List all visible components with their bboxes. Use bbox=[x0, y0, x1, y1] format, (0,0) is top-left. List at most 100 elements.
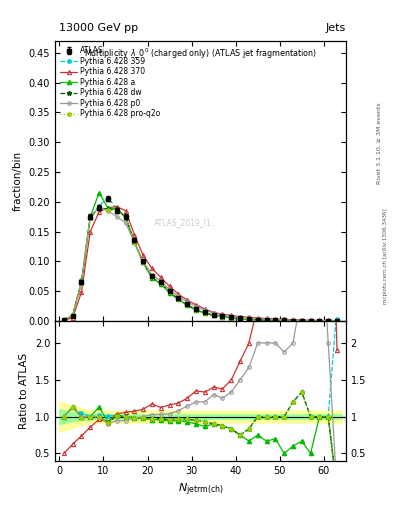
Pythia 6.428 370 bbox=[141, 252, 145, 259]
Pythia 6.428 359 bbox=[123, 214, 128, 220]
Pythia 6.428 dw bbox=[88, 215, 93, 221]
Pythia 6.428 359 bbox=[308, 317, 313, 324]
Pythia 6.428 dw bbox=[79, 279, 84, 285]
Pythia 6.428 370 bbox=[220, 311, 225, 317]
Pythia 6.428 370 bbox=[123, 207, 128, 214]
Pythia 6.428 370 bbox=[202, 306, 207, 312]
Pythia 6.428 359 bbox=[61, 316, 66, 323]
Pythia 6.428 pro-q2o bbox=[317, 318, 322, 324]
Pythia 6.428 pro-q2o bbox=[61, 316, 66, 323]
Pythia 6.428 p0 bbox=[61, 316, 66, 323]
Pythia 6.428 370 bbox=[79, 289, 84, 295]
Pythia 6.428 dw bbox=[238, 316, 242, 322]
Pythia 6.428 pro-q2o bbox=[106, 207, 110, 213]
Pythia 6.428 370 bbox=[264, 315, 269, 322]
Pythia 6.428 a bbox=[220, 314, 225, 320]
Pythia 6.428 a bbox=[335, 318, 340, 324]
Pythia 6.428 370 bbox=[61, 317, 66, 324]
Pythia 6.428 pro-q2o bbox=[308, 317, 313, 324]
Pythia 6.428 359 bbox=[70, 312, 75, 318]
Pythia 6.428 a bbox=[132, 239, 137, 245]
Pythia 6.428 359 bbox=[132, 239, 137, 245]
Text: ATLAS_2019_I1...: ATLAS_2019_I1... bbox=[154, 219, 218, 227]
Pythia 6.428 a bbox=[194, 307, 198, 313]
Pythia 6.428 dw bbox=[70, 312, 75, 318]
Pythia 6.428 359 bbox=[79, 278, 84, 284]
Pythia 6.428 dw bbox=[220, 314, 225, 320]
Pythia 6.428 a bbox=[255, 317, 260, 323]
Pythia 6.428 dw bbox=[273, 317, 278, 324]
Pythia 6.428 dw bbox=[299, 317, 304, 324]
Line: Pythia 6.428 370: Pythia 6.428 370 bbox=[62, 204, 339, 323]
Pythia 6.428 pro-q2o bbox=[335, 318, 340, 324]
Pythia 6.428 p0 bbox=[229, 313, 233, 319]
Pythia 6.428 pro-q2o bbox=[264, 317, 269, 323]
Pythia 6.428 359 bbox=[88, 214, 93, 220]
Pythia 6.428 359 bbox=[114, 206, 119, 212]
Pythia 6.428 359 bbox=[317, 318, 322, 324]
Pythia 6.428 pro-q2o bbox=[299, 317, 304, 324]
Pythia 6.428 p0 bbox=[317, 317, 322, 324]
Pythia 6.428 dw bbox=[176, 296, 181, 302]
Pythia 6.428 p0 bbox=[299, 317, 304, 324]
Pythia 6.428 a bbox=[326, 318, 331, 324]
Pythia 6.428 370 bbox=[290, 316, 295, 323]
Pythia 6.428 359 bbox=[202, 309, 207, 315]
Y-axis label: Ratio to ATLAS: Ratio to ATLAS bbox=[19, 353, 29, 429]
Pythia 6.428 359 bbox=[141, 260, 145, 266]
Pythia 6.428 370 bbox=[282, 316, 286, 323]
Pythia 6.428 p0 bbox=[335, 318, 340, 324]
Pythia 6.428 pro-q2o bbox=[167, 289, 172, 295]
Pythia 6.428 359 bbox=[194, 307, 198, 313]
Pythia 6.428 dw bbox=[264, 317, 269, 323]
Pythia 6.428 pro-q2o bbox=[202, 309, 207, 315]
Pythia 6.428 370 bbox=[308, 317, 313, 324]
Pythia 6.428 359 bbox=[299, 317, 304, 324]
Line: Pythia 6.428 a: Pythia 6.428 a bbox=[62, 191, 339, 323]
Pythia 6.428 a bbox=[61, 316, 66, 323]
Pythia 6.428 p0 bbox=[202, 307, 207, 313]
Pythia 6.428 dw bbox=[194, 307, 198, 313]
Pythia 6.428 370 bbox=[299, 317, 304, 323]
Pythia 6.428 359 bbox=[264, 317, 269, 323]
Pythia 6.428 370 bbox=[114, 203, 119, 209]
Pythia 6.428 370 bbox=[194, 302, 198, 308]
Pythia 6.428 a bbox=[299, 317, 304, 324]
Pythia 6.428 dw bbox=[185, 302, 189, 308]
Pythia 6.428 a bbox=[202, 310, 207, 316]
Pythia 6.428 p0 bbox=[220, 312, 225, 318]
Pythia 6.428 a bbox=[167, 290, 172, 296]
Pythia 6.428 p0 bbox=[273, 316, 278, 323]
Pythia 6.428 pro-q2o bbox=[246, 316, 251, 323]
Pythia 6.428 a bbox=[290, 317, 295, 324]
Pythia 6.428 p0 bbox=[238, 314, 242, 321]
Pythia 6.428 p0 bbox=[88, 214, 93, 220]
Pythia 6.428 dw bbox=[97, 205, 101, 211]
Pythia 6.428 pro-q2o bbox=[158, 280, 163, 286]
Pythia 6.428 359 bbox=[158, 280, 163, 286]
Pythia 6.428 370 bbox=[97, 209, 101, 215]
Pythia 6.428 dw bbox=[282, 317, 286, 324]
Pythia 6.428 p0 bbox=[176, 293, 181, 300]
Pythia 6.428 a bbox=[70, 312, 75, 318]
Pythia 6.428 pro-q2o bbox=[176, 296, 181, 302]
Pythia 6.428 pro-q2o bbox=[114, 207, 119, 213]
Pythia 6.428 359 bbox=[211, 312, 216, 318]
Pythia 6.428 p0 bbox=[158, 278, 163, 284]
Pythia 6.428 pro-q2o bbox=[194, 307, 198, 313]
Pythia 6.428 dw bbox=[106, 206, 110, 212]
Pythia 6.428 p0 bbox=[255, 315, 260, 322]
Pythia 6.428 dw bbox=[290, 317, 295, 324]
Pythia 6.428 359 bbox=[255, 316, 260, 323]
Pythia 6.428 a bbox=[150, 275, 154, 281]
Pythia 6.428 a bbox=[282, 317, 286, 324]
Pythia 6.428 p0 bbox=[123, 220, 128, 226]
Pythia 6.428 359 bbox=[335, 316, 340, 322]
Pythia 6.428 370 bbox=[167, 283, 172, 289]
Pythia 6.428 dw bbox=[114, 206, 119, 212]
Pythia 6.428 370 bbox=[255, 315, 260, 321]
Pythia 6.428 a bbox=[229, 315, 233, 321]
Pythia 6.428 a bbox=[97, 190, 101, 196]
Pythia 6.428 a bbox=[264, 317, 269, 324]
Pythia 6.428 370 bbox=[335, 318, 340, 324]
